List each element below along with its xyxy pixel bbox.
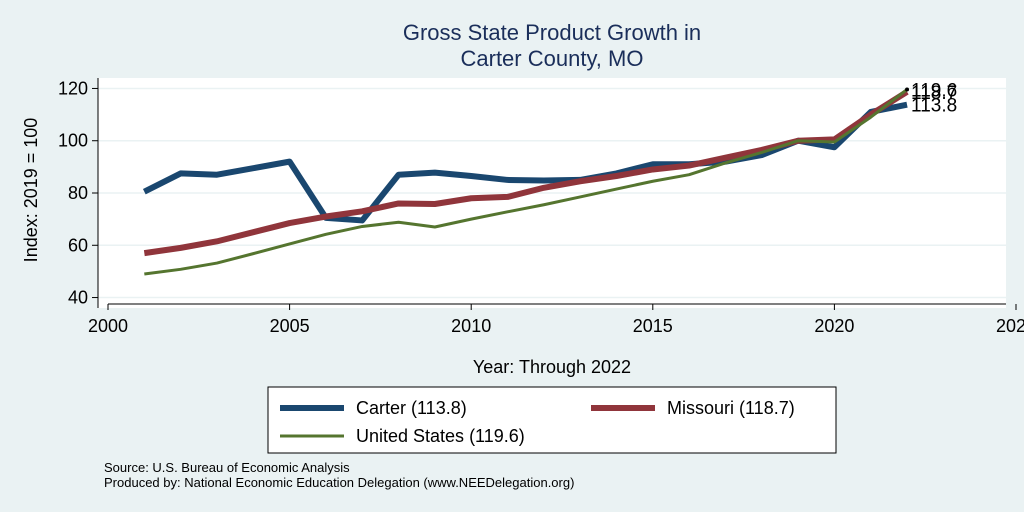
x-tick-label: 2010 [451,316,491,336]
produced-note: Produced by: National Economic Education… [104,475,574,490]
series-line-united-states [144,88,908,276]
x-tick-label: 2020 [814,316,854,336]
end-label-missouri: 118.7 [911,83,957,104]
legend-label-carter: Carter (113.8) [356,398,467,418]
legend-box [267,386,837,454]
y-tick-label: 80 [68,183,88,203]
y-tick-label: 40 [68,288,88,308]
x-tick-label: 2025 [996,316,1024,336]
x-tick-label: 2000 [88,316,128,336]
y-tick-label: 120 [58,78,88,98]
axes: 40 60 80 100 120 2000 2005 2010 2015 2020 2025 [58,78,1024,336]
series-lines [142,88,909,276]
grid [98,87,1006,299]
y-tick-label: 100 [58,131,88,151]
y-tick-label: 60 [68,235,88,255]
chart-title-line-2: Carter County, MO [461,46,644,71]
x-axis-label: Year: Through 2022 [473,357,631,377]
end-label-united-states: 119.6 [911,81,957,102]
x-tick-label: 2015 [633,316,673,336]
x-tick-label: 2005 [270,316,310,336]
source-note: Source: U.S. Bureau of Economic Analysis [104,460,350,475]
legend-label-united-states: United States (119.6) [356,426,525,446]
end-point-marker [905,87,910,92]
chart-title-line-1: Gross State Product Growth in [403,20,701,45]
end-label-carter: 113.8 [911,96,957,117]
legend-label-missouri: Missouri (118.7) [667,398,795,418]
legend: Carter (113.8) Missouri (118.7) United Sta… [280,398,795,446]
y-axis-label: Index: 2019 = 100 [21,118,41,263]
